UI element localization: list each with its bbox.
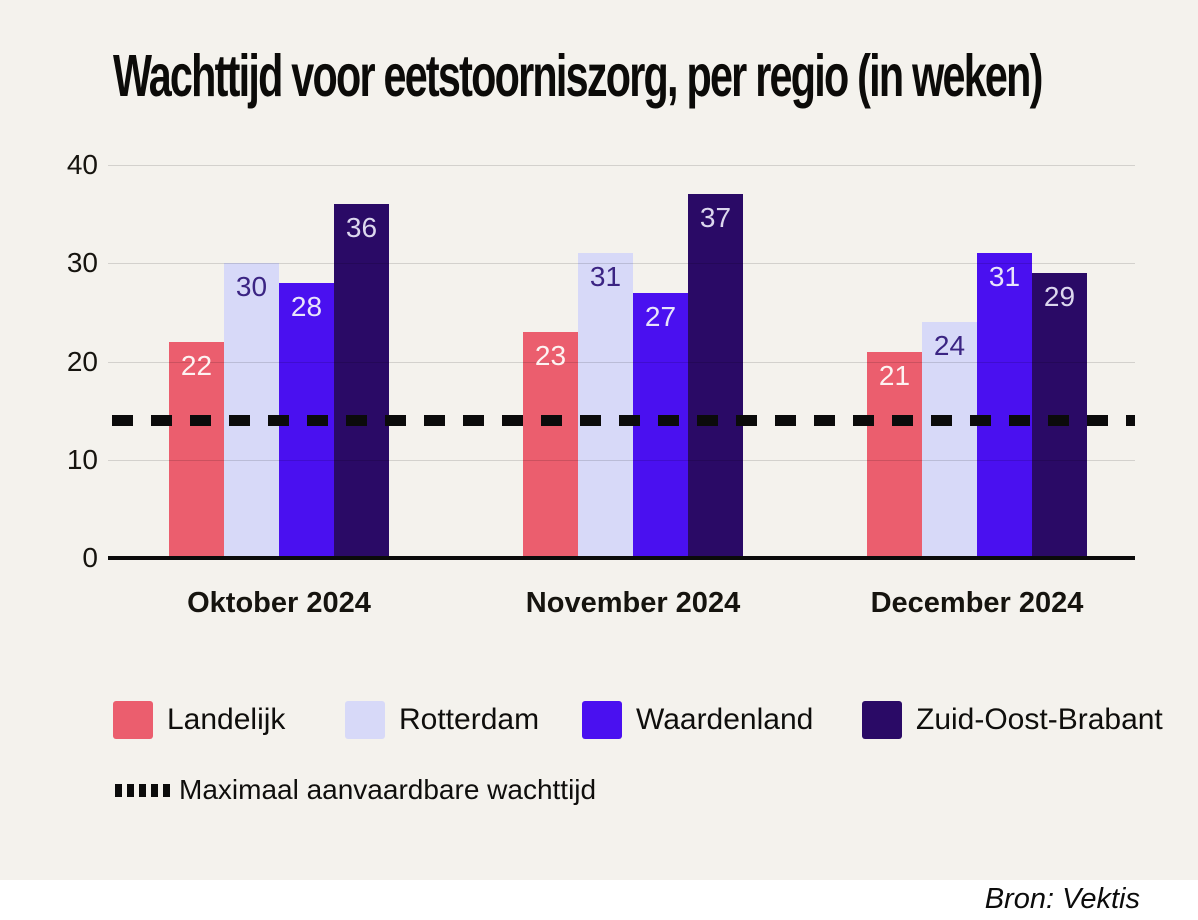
dashed-line-swatch	[115, 784, 173, 797]
gridline-30	[108, 263, 1135, 264]
bar-rotterdam-december-2024	[922, 322, 977, 558]
y-axis-tick-0: 0	[82, 542, 98, 573]
bar-value-label-zuid-oost-brabant-oktober-2024: 36	[345, 212, 378, 243]
legend-swatch-landelijk	[113, 701, 153, 739]
bar-landelijk-oktober-2024	[169, 342, 224, 558]
x-axis-line	[108, 556, 1135, 560]
legend-label-waardenland: Waardenland	[636, 703, 814, 736]
legend-item-rotterdam: Rotterdam	[345, 701, 645, 739]
bar-rotterdam-oktober-2024	[224, 263, 279, 558]
gridline-20	[108, 362, 1135, 363]
y-axis-tick-10: 10	[66, 444, 98, 475]
legend-item-landelijk: Landelijk	[113, 701, 413, 739]
reference-line-label: Maximaal aanvaardbare wachttijd	[179, 774, 597, 805]
bar-zuid-oost-brabant-november-2024	[688, 194, 743, 558]
bar-value-label-zuid-oost-brabant-november-2024: 37	[699, 202, 732, 233]
bar-zuid-oost-brabant-oktober-2024	[334, 204, 389, 558]
bar-landelijk-december-2024	[867, 352, 922, 558]
bar-value-label-zuid-oost-brabant-december-2024: 29	[1043, 281, 1076, 312]
bar-value-label-rotterdam-oktober-2024: 30	[235, 271, 268, 302]
gridline-10	[108, 460, 1135, 461]
legend-swatch-waardenland	[582, 701, 622, 739]
bar-value-label-landelijk-november-2024: 23	[534, 340, 567, 371]
bar-landelijk-november-2024	[523, 332, 578, 558]
bar-value-label-landelijk-december-2024: 21	[878, 360, 911, 391]
y-axis-tick-30: 30	[66, 247, 98, 278]
bar-value-label-rotterdam-november-2024: 31	[589, 261, 622, 292]
reference-dashed-line	[112, 415, 1135, 426]
legend-swatch-zuid-oost-brabant	[862, 701, 902, 739]
bar-rotterdam-november-2024	[578, 253, 633, 558]
legend-item-waardenland: Waardenland	[582, 701, 882, 739]
source-label: Bron: Vektis	[984, 883, 1140, 915]
legend-item-zuid-oost-brabant: Zuid-Oost-Brabant	[862, 701, 1163, 739]
legend-swatch-rotterdam	[345, 701, 385, 739]
source-strip	[0, 880, 1198, 920]
y-axis-tick-40: 40	[66, 149, 98, 180]
chart-title: Wachttijd voor eetstoorniszorg, per regi…	[113, 43, 1043, 109]
x-axis-label-november-2024: November 2024	[525, 587, 741, 619]
y-axis-tick-20: 20	[66, 346, 98, 377]
legend-label-zuid-oost-brabant: Zuid-Oost-Brabant	[916, 703, 1163, 736]
x-axis-label-december-2024: December 2024	[870, 587, 1084, 619]
bar-value-label-landelijk-oktober-2024: 22	[180, 350, 213, 381]
bar-value-label-waardenland-oktober-2024: 28	[290, 291, 323, 322]
bar-value-label-rotterdam-december-2024: 24	[933, 330, 966, 361]
gridline-40	[108, 165, 1135, 166]
x-axis-label-oktober-2024: Oktober 2024	[187, 587, 371, 619]
legend-label-rotterdam: Rotterdam	[399, 703, 540, 736]
legend-label-landelijk: Landelijk	[167, 703, 286, 736]
bar-value-label-waardenland-december-2024: 31	[988, 261, 1021, 292]
bar-waardenland-december-2024	[977, 253, 1032, 558]
bar-value-label-waardenland-november-2024: 27	[644, 301, 677, 332]
